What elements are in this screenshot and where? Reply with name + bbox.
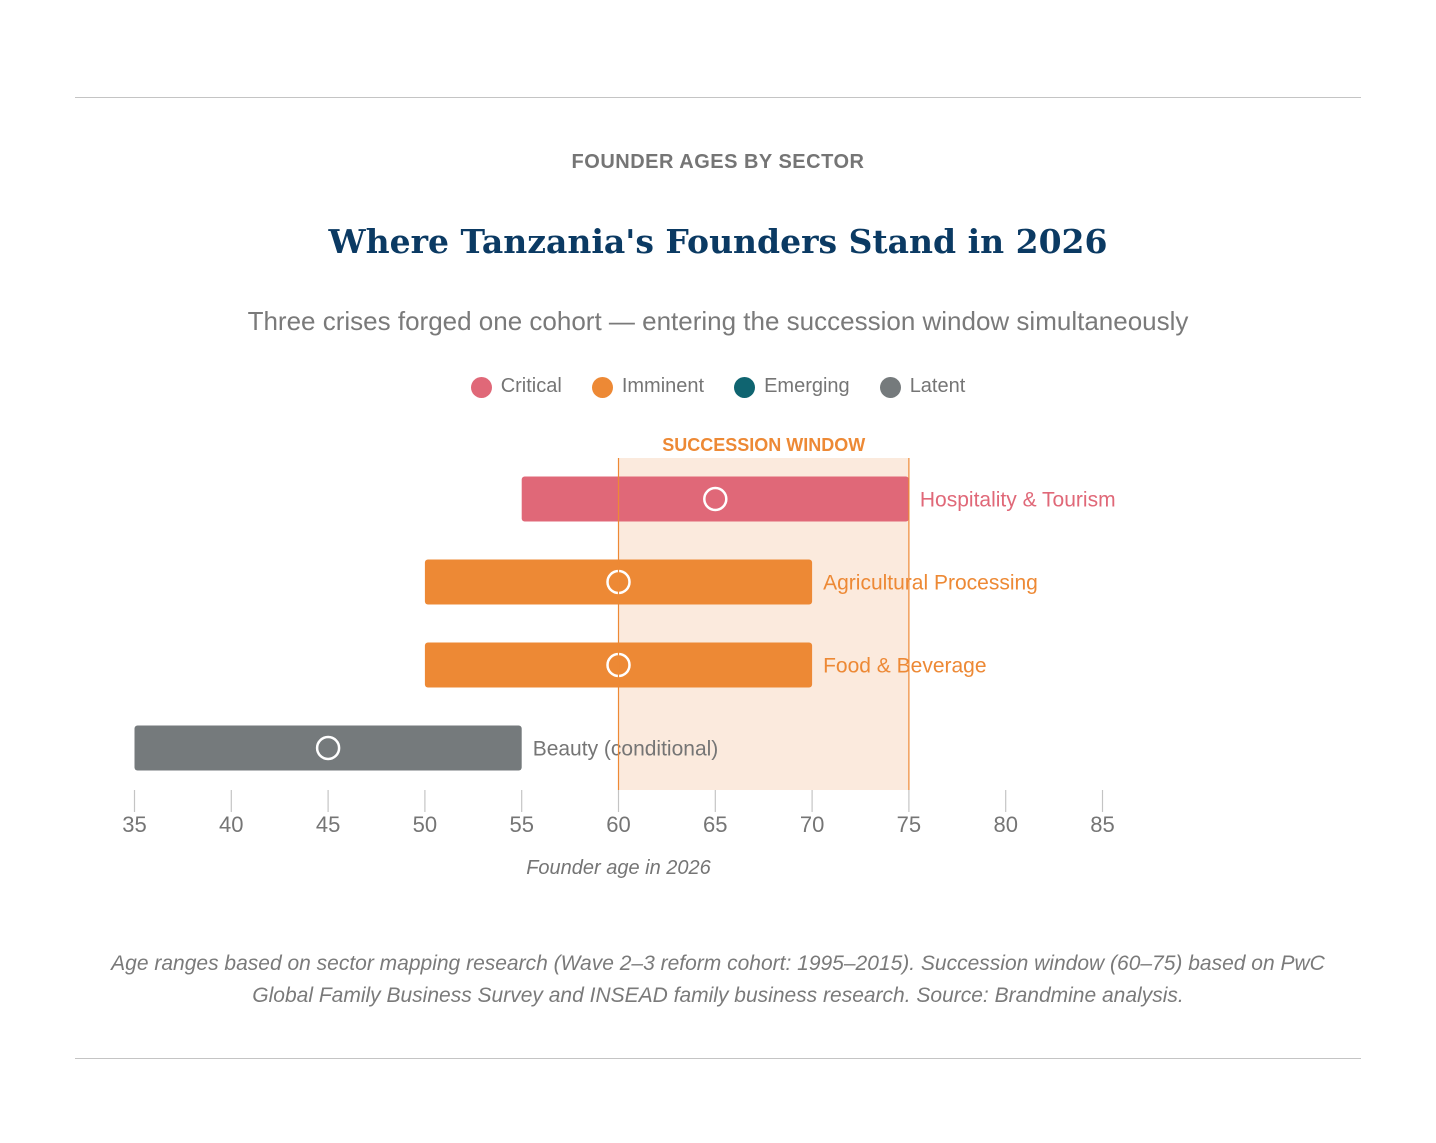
succession-window-label: SUCCESSION WINDOW bbox=[662, 435, 865, 455]
footnote-line-2: Global Family Business Survey and INSEAD… bbox=[252, 984, 1184, 1007]
marker-hospitality-tourism bbox=[703, 486, 728, 512]
bar-hospitality-tourism bbox=[521, 476, 909, 522]
chart-footnote: Age ranges based on sector mapping resea… bbox=[90, 948, 1346, 1012]
footnote-line-1: Age ranges based on sector mapping resea… bbox=[111, 952, 1325, 975]
x-tick-label-85: 85 bbox=[1090, 812, 1114, 837]
legend-item-critical: Critical bbox=[470, 374, 562, 398]
x-axis-title: Founder age in 2026 bbox=[526, 857, 711, 879]
legend-label-imminent: Imminent bbox=[621, 374, 705, 397]
legend-swatch-latent bbox=[879, 377, 901, 398]
bar-label-hospitality-tourism: Hospitality & Tourism bbox=[920, 489, 1116, 512]
legend-item-imminent: Imminent bbox=[591, 374, 705, 398]
x-tick-label-50: 50 bbox=[413, 812, 437, 837]
bottom-divider bbox=[75, 1058, 1361, 1059]
chart-eyebrow: FOUNDER AGES BY SECTOR bbox=[571, 151, 865, 173]
legend-swatch-critical bbox=[470, 377, 492, 398]
marker-beauty-conditional bbox=[315, 735, 341, 761]
x-tick-label-45: 45 bbox=[316, 812, 340, 837]
chart-title: Where Tanzania's Founders Stand in 2026 bbox=[328, 222, 1108, 261]
legend-swatch-emerging bbox=[734, 377, 756, 398]
chart-legend: Critical Imminent Emerging Latent bbox=[0, 374, 1436, 398]
legend-label-latent: Latent bbox=[909, 374, 966, 397]
legend-label-emerging: Emerging bbox=[764, 374, 850, 397]
x-tick-label-75: 75 bbox=[897, 812, 921, 837]
legend-item-emerging: Emerging bbox=[734, 374, 850, 398]
bar-label-food-beverage: Food & Beverage bbox=[823, 655, 986, 678]
x-tick-label-60: 60 bbox=[606, 812, 630, 837]
chart-subtitle: Three crises forged one cohort — enterin… bbox=[247, 306, 1189, 336]
x-tick-label-40: 40 bbox=[219, 812, 243, 837]
bar-label-agricultural-processing: Agricultural Processing bbox=[823, 572, 1038, 595]
top-divider bbox=[75, 97, 1361, 98]
bar-beauty-conditional bbox=[134, 725, 522, 771]
bar-label-beauty-conditional: Beauty (conditional) bbox=[533, 738, 719, 761]
legend-label-critical: Critical bbox=[500, 374, 562, 397]
x-tick-label-35: 35 bbox=[122, 812, 146, 837]
x-tick-label-80: 80 bbox=[993, 812, 1017, 837]
legend-item-latent: Latent bbox=[879, 374, 966, 398]
x-tick-label-55: 55 bbox=[509, 812, 533, 837]
legend-swatch-imminent bbox=[591, 377, 613, 398]
x-tick-label-65: 65 bbox=[703, 812, 727, 837]
x-tick-label-70: 70 bbox=[800, 812, 824, 837]
